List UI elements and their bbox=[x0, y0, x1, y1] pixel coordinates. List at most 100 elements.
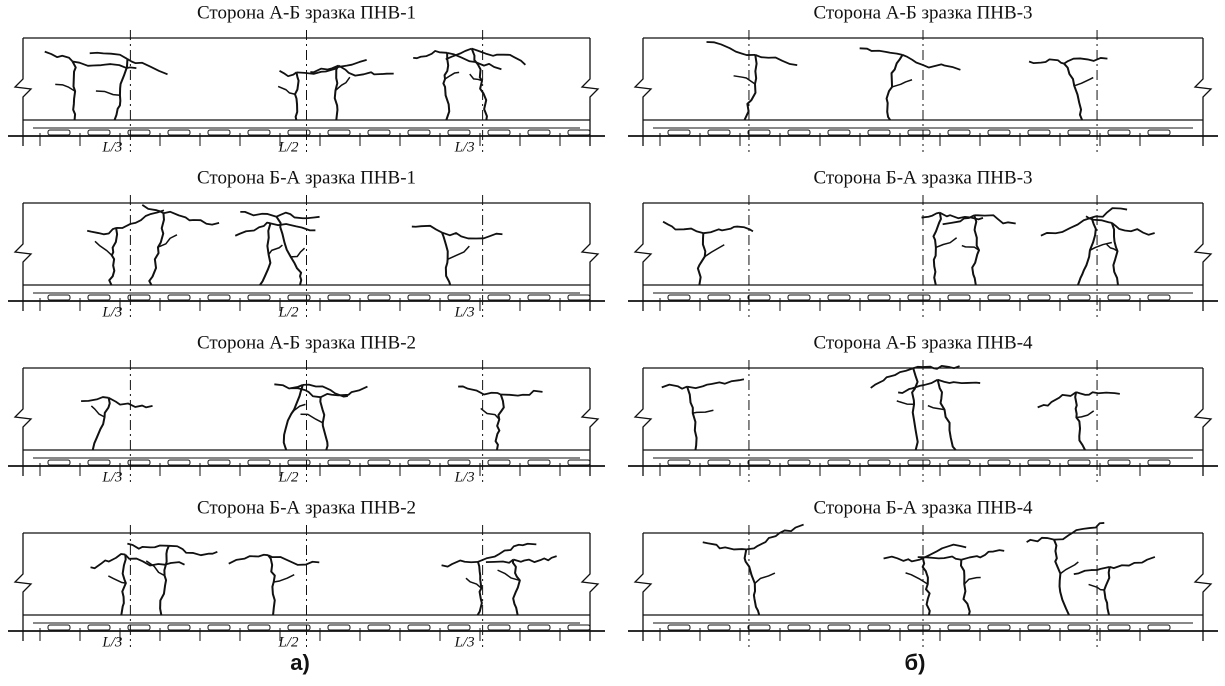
rail-dash bbox=[87, 624, 111, 631]
crack bbox=[270, 222, 316, 232]
rail-dash bbox=[1147, 459, 1171, 466]
rail-dash bbox=[287, 129, 311, 136]
rail-dash bbox=[287, 624, 311, 631]
crack bbox=[733, 75, 756, 85]
crack bbox=[480, 407, 500, 420]
crack bbox=[157, 234, 178, 248]
crack bbox=[936, 379, 957, 451]
crack bbox=[912, 364, 960, 370]
crack bbox=[234, 221, 271, 237]
crack bbox=[959, 559, 971, 616]
rail-dash bbox=[667, 459, 691, 466]
crack bbox=[902, 54, 961, 71]
crack bbox=[703, 225, 754, 235]
crack bbox=[259, 223, 272, 286]
caption-a: а) bbox=[290, 650, 310, 675]
rail-dash bbox=[1027, 459, 1051, 466]
crack bbox=[485, 558, 514, 564]
rail-dash bbox=[127, 129, 151, 136]
crack bbox=[458, 385, 502, 396]
panel-title: Сторона Б-А зразка ПНВ-3 bbox=[813, 167, 1032, 188]
crack bbox=[465, 577, 482, 589]
rail-dash bbox=[747, 459, 771, 466]
crack bbox=[1075, 391, 1120, 396]
crack bbox=[469, 73, 483, 82]
crack bbox=[922, 543, 967, 560]
crack bbox=[942, 214, 975, 226]
rail-dash bbox=[947, 129, 971, 136]
crack bbox=[1026, 536, 1055, 543]
rail-dash bbox=[827, 624, 851, 631]
crack bbox=[442, 52, 451, 121]
rail-dash bbox=[667, 294, 691, 301]
crack bbox=[1077, 217, 1097, 286]
crack bbox=[476, 561, 483, 616]
crack bbox=[1053, 539, 1070, 616]
rail-dash bbox=[867, 459, 891, 466]
rail-dash bbox=[907, 129, 931, 136]
crack bbox=[974, 214, 1016, 225]
rail-dash bbox=[407, 294, 431, 301]
beam-panel: Сторона Б-А зразка ПНВ-2 L/3 L/2 L/3 bbox=[8, 497, 605, 650]
crack bbox=[267, 554, 276, 616]
span-label: L/3 bbox=[101, 634, 122, 650]
rail-dash bbox=[247, 459, 271, 466]
crack bbox=[441, 559, 479, 568]
break-symbol bbox=[1193, 368, 1213, 476]
rail-dash bbox=[527, 294, 551, 301]
rail-dash bbox=[487, 294, 511, 301]
span-label: L/2 bbox=[277, 139, 299, 155]
rail-dash bbox=[447, 459, 471, 466]
rail-dash bbox=[287, 294, 311, 301]
crack bbox=[1110, 222, 1119, 286]
crack bbox=[116, 209, 165, 229]
panel-title: Сторона А-Б зразка ПНВ-3 bbox=[813, 2, 1032, 23]
crack bbox=[746, 523, 804, 551]
crack bbox=[911, 367, 919, 451]
beam-panel: Сторона Б-А зразка ПНВ-4 bbox=[628, 497, 1218, 647]
rail-dash bbox=[987, 294, 1011, 301]
crack bbox=[302, 383, 348, 398]
crack bbox=[921, 211, 941, 219]
rail-dash bbox=[367, 624, 391, 631]
crack bbox=[274, 383, 304, 390]
span-label: L/3 bbox=[101, 139, 122, 155]
crack bbox=[1063, 57, 1108, 65]
rail-dash bbox=[87, 294, 111, 301]
rail-dash bbox=[527, 624, 551, 631]
crack bbox=[1053, 522, 1105, 541]
rail-dash bbox=[207, 459, 231, 466]
span-label: L/3 bbox=[454, 139, 475, 155]
crack bbox=[81, 396, 109, 403]
crack bbox=[500, 389, 543, 397]
rail-dash bbox=[907, 624, 931, 631]
crack bbox=[113, 58, 129, 121]
crack bbox=[1109, 556, 1156, 570]
rail-dash bbox=[127, 624, 151, 631]
rail-dash bbox=[87, 129, 111, 136]
rail-dash bbox=[1027, 624, 1051, 631]
crack bbox=[1040, 216, 1092, 237]
rail-dash bbox=[567, 459, 591, 466]
rail-dash bbox=[867, 129, 891, 136]
crack bbox=[686, 386, 698, 451]
span-label: L/3 bbox=[454, 469, 475, 485]
crack bbox=[1059, 561, 1079, 575]
crack bbox=[1106, 243, 1118, 252]
rail-dash bbox=[1107, 459, 1131, 466]
break-symbol bbox=[13, 38, 33, 146]
crack bbox=[1074, 76, 1094, 87]
crack bbox=[470, 48, 488, 121]
break-symbol bbox=[633, 38, 653, 146]
crack bbox=[494, 394, 505, 451]
crack bbox=[89, 51, 128, 60]
break-symbol bbox=[13, 203, 33, 311]
crack bbox=[319, 397, 329, 451]
break-symbol bbox=[1193, 38, 1213, 146]
crack bbox=[905, 572, 929, 585]
panel-title: Сторона А-Б зразка ПНВ-4 bbox=[813, 332, 1033, 353]
break-symbol bbox=[1193, 533, 1213, 641]
crack bbox=[477, 542, 537, 563]
beam-panel: Сторона А-Б зразка ПНВ-4 bbox=[628, 332, 1218, 482]
crack bbox=[290, 247, 306, 258]
